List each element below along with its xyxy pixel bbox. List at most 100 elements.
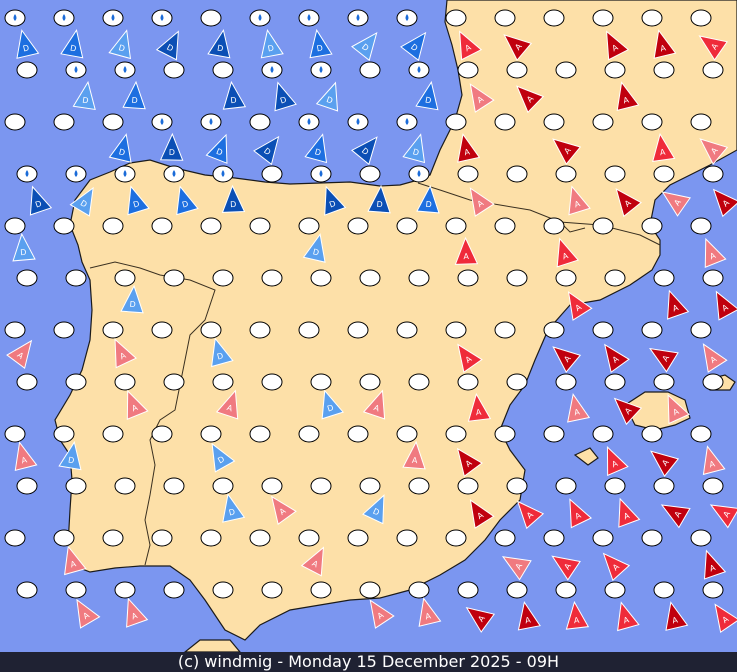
depression-arrow-icon: D bbox=[221, 184, 246, 213]
depression-arrow-icon: D bbox=[362, 494, 385, 525]
cloud-icon bbox=[102, 529, 124, 547]
cloud-icon bbox=[4, 529, 26, 547]
cloud-icon bbox=[200, 529, 222, 547]
cloud-icon bbox=[641, 113, 663, 131]
cloud-icon bbox=[359, 581, 381, 599]
svg-text:A: A bbox=[464, 458, 474, 469]
cloud-icon bbox=[151, 321, 173, 339]
svg-text:A: A bbox=[623, 406, 634, 417]
border-france-spain bbox=[417, 182, 661, 246]
svg-text:A: A bbox=[708, 459, 716, 469]
depression-arrow-icon: D bbox=[12, 232, 36, 262]
cloud-icon bbox=[653, 269, 675, 287]
svg-text:A: A bbox=[475, 408, 482, 418]
depression-arrow-icon: D bbox=[16, 29, 40, 59]
cloud-rain-icon bbox=[408, 61, 430, 79]
cloud-icon bbox=[641, 217, 663, 235]
weather-symbols: D D D D D D D D D A A A A A D D D D D D A A A D D D D D D D A A A A D D D D D D… bbox=[4, 9, 737, 633]
cloud-icon bbox=[347, 321, 369, 339]
anticyclone-arrow-icon: A bbox=[369, 599, 395, 629]
anticyclone-arrow-icon: A bbox=[652, 132, 676, 162]
cloud-icon bbox=[690, 113, 712, 131]
cloud-rain-icon bbox=[408, 165, 430, 183]
cloud-rain-icon bbox=[261, 61, 283, 79]
svg-text:A: A bbox=[525, 510, 535, 521]
cloud-icon bbox=[604, 61, 626, 79]
svg-text:A: A bbox=[476, 613, 487, 623]
cloud-icon bbox=[163, 61, 185, 79]
anticyclone-arrow-icon: A bbox=[126, 389, 149, 421]
anticyclone-arrow-icon: A bbox=[469, 83, 495, 113]
cloud-icon bbox=[445, 529, 467, 547]
svg-text:D: D bbox=[424, 95, 432, 105]
cloud-icon bbox=[494, 9, 516, 27]
svg-text:A: A bbox=[622, 615, 630, 625]
cloud-icon bbox=[641, 321, 663, 339]
cloud-icon bbox=[653, 165, 675, 183]
cloud-icon bbox=[396, 425, 418, 443]
cloud-icon bbox=[4, 321, 26, 339]
cloud-icon bbox=[408, 373, 430, 391]
cloud-icon bbox=[53, 217, 75, 235]
svg-text:D: D bbox=[169, 148, 175, 157]
svg-text:D: D bbox=[412, 147, 420, 157]
cloud-icon bbox=[261, 477, 283, 495]
svg-text:D: D bbox=[69, 43, 77, 53]
cloud-icon bbox=[396, 321, 418, 339]
depression-arrow-icon: D bbox=[29, 185, 53, 216]
cloud-icon bbox=[310, 269, 332, 287]
svg-text:A: A bbox=[671, 303, 680, 313]
svg-text:A: A bbox=[672, 407, 681, 418]
anticyclone-arrow-icon: A bbox=[6, 339, 33, 370]
cloud-icon bbox=[53, 529, 75, 547]
svg-text:D: D bbox=[328, 199, 337, 210]
cloud-icon bbox=[690, 217, 712, 235]
anticyclone-arrow-icon: A bbox=[457, 343, 483, 373]
anticyclone-arrow-icon: A bbox=[715, 290, 737, 321]
svg-text:A: A bbox=[464, 43, 473, 54]
svg-text:A: A bbox=[15, 350, 25, 361]
anticyclone-arrow-icon: A bbox=[667, 394, 690, 425]
anticyclone-arrow-icon: A bbox=[653, 29, 677, 59]
cloud-icon bbox=[347, 217, 369, 235]
svg-text:D: D bbox=[371, 507, 380, 518]
anticyclone-arrow-icon: A bbox=[64, 545, 87, 576]
anticyclone-arrow-icon: A bbox=[503, 34, 533, 62]
cloud-rain-icon bbox=[65, 165, 87, 183]
cloud-icon bbox=[457, 269, 479, 287]
svg-text:A: A bbox=[722, 509, 733, 519]
svg-text:D: D bbox=[314, 147, 322, 157]
cloud-icon bbox=[690, 321, 712, 339]
depression-arrow-icon: D bbox=[222, 493, 246, 523]
cloud-icon bbox=[249, 217, 271, 235]
anticyclone-arrow-icon: A bbox=[467, 392, 492, 422]
svg-text:D: D bbox=[360, 146, 370, 157]
cloud-icon bbox=[702, 477, 724, 495]
svg-text:A: A bbox=[574, 302, 584, 313]
anticyclone-arrow-icon: A bbox=[712, 188, 737, 218]
cloud-icon bbox=[494, 113, 516, 131]
cloud-icon bbox=[653, 477, 675, 495]
cloud-icon bbox=[261, 373, 283, 391]
svg-text:A: A bbox=[573, 616, 580, 626]
depression-arrow-icon: D bbox=[350, 136, 378, 166]
svg-text:A: A bbox=[119, 351, 128, 362]
anticyclone-arrow-icon: A bbox=[300, 546, 325, 577]
cloud-icon bbox=[163, 477, 185, 495]
svg-text:A: A bbox=[278, 506, 288, 517]
cloud-icon bbox=[506, 581, 528, 599]
anticyclone-arrow-icon: A bbox=[665, 601, 689, 631]
anticyclone-arrow-icon: A bbox=[459, 30, 483, 61]
depression-arrow-icon: D bbox=[205, 133, 228, 164]
svg-text:A: A bbox=[673, 509, 684, 519]
cloud-icon bbox=[604, 581, 626, 599]
svg-text:D: D bbox=[216, 454, 226, 465]
cloud-icon bbox=[310, 581, 332, 599]
cloud-icon bbox=[690, 425, 712, 443]
cloud-icon bbox=[653, 61, 675, 79]
depression-arrow-icon: D bbox=[324, 185, 347, 216]
depression-arrow-icon: D bbox=[72, 80, 96, 111]
cloud-icon bbox=[396, 217, 418, 235]
cloud-icon bbox=[592, 321, 614, 339]
cloud-icon bbox=[604, 477, 626, 495]
